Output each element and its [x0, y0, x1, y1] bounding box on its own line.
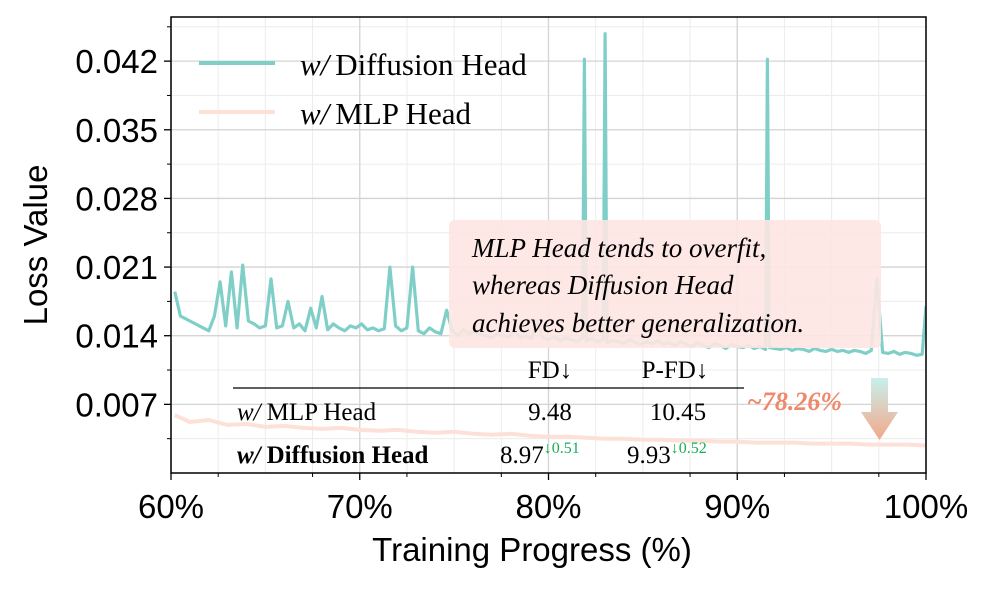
table-row-diffusion-pfd: 9.93↓0.52 — [627, 440, 707, 469]
reduction-indicator: ~78.26% — [747, 378, 898, 440]
x-tick-label: 80% — [515, 488, 581, 525]
reduction-label: ~78.26% — [747, 387, 842, 416]
table-row-mlp-prefix: w/ — [237, 399, 263, 426]
table-row-diffusion-fd-value: 8.97 — [500, 442, 544, 469]
table-header-fd: FD↓ — [528, 357, 572, 384]
table-row-diffusion-name: Diffusion Head — [267, 442, 429, 469]
x-tick-label: 70% — [327, 488, 393, 525]
comparison-table: FD↓ P-FD↓ w/MLP Head 9.48 10.45 w/Diffus… — [233, 357, 744, 469]
annotation-line-3: achieves better generalization. — [472, 308, 804, 338]
down-arrow-icon — [861, 378, 898, 440]
y-tick-label: 0.021 — [75, 249, 158, 286]
table-row-diffusion-label: w/Diffusion Head — [237, 442, 429, 469]
legend-label-mlp: w/MLP Head — [300, 96, 472, 131]
y-tick-label: 0.014 — [75, 318, 158, 355]
annotation-background — [449, 220, 881, 348]
y-tick-label: 0.007 — [75, 386, 158, 423]
table-row-mlp-pfd: 10.45 — [650, 399, 706, 426]
x-tick-label: 100% — [884, 488, 968, 525]
x-axis-title: Training Progress (%) — [372, 531, 692, 568]
table-row-diffusion-prefix: w/ — [237, 442, 263, 469]
legend-name-mlp: MLP Head — [335, 96, 471, 131]
table-row-diffusion-pfd-value: 9.93 — [627, 442, 671, 469]
table-header-pfd: P-FD↓ — [642, 357, 709, 384]
annotation-box: MLP Head tends to overfit, whereas Diffu… — [449, 220, 881, 348]
x-tick-label: 90% — [704, 488, 770, 525]
legend-prefix-mlp: w/ — [300, 96, 332, 131]
series-line-mlp-head — [173, 413, 926, 448]
y-tick-label: 0.028 — [75, 180, 158, 217]
table-row-diffusion-pfd-delta: ↓0.52 — [671, 440, 707, 457]
y-tick-label: 0.042 — [75, 43, 158, 80]
table-row-mlp-name: MLP Head — [267, 399, 377, 426]
legend-prefix-diffusion: w/ — [300, 47, 332, 82]
table-row-mlp-label: w/MLP Head — [237, 399, 377, 426]
annotation-line-1: MLP Head tends to overfit, — [471, 233, 766, 263]
table-row-mlp-fd: 9.48 — [528, 399, 572, 426]
legend: w/Diffusion Head w/MLP Head — [199, 47, 527, 131]
axis-ticks: 60% 70% 80% 90% 100% 0.007 0.014 0.021 0.028 0.03… — [75, 26, 968, 525]
y-tick-label: 0.035 — [75, 112, 158, 149]
legend-name-diffusion: Diffusion Head — [335, 47, 527, 82]
y-axis-title: Loss Value — [17, 165, 54, 326]
table-row-diffusion-fd-delta: ↓0.51 — [544, 440, 580, 457]
annotation-line-2: whereas Diffusion Head — [472, 270, 734, 300]
legend-label-diffusion: w/Diffusion Head — [300, 47, 527, 82]
table-row-diffusion-fd: 8.97↓0.51 — [500, 440, 580, 469]
x-tick-label: 60% — [138, 488, 204, 525]
